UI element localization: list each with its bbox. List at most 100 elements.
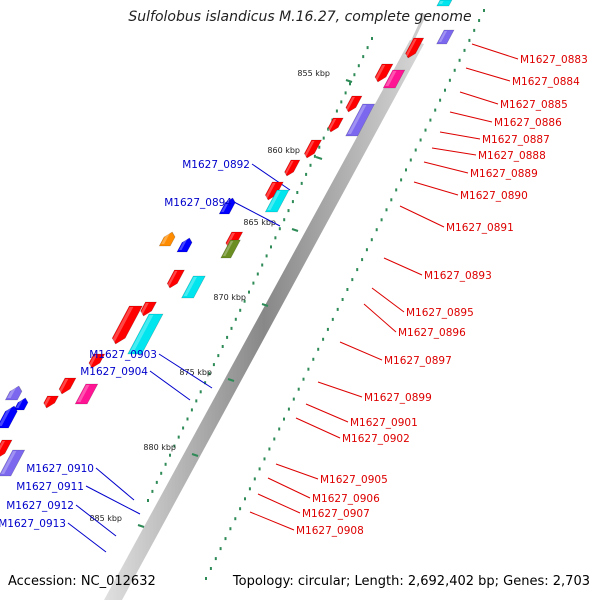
scale-tick-label: 860 kbp bbox=[267, 146, 300, 155]
cog-category-glyph bbox=[345, 103, 376, 137]
gc-dot-left bbox=[278, 227, 281, 231]
gc-dot-right bbox=[429, 118, 432, 122]
genome-title: Sulfolobus islandicus M.16.27, complete … bbox=[128, 9, 472, 25]
reverse-gene-label: M1627_0892 bbox=[182, 159, 250, 171]
gc-dot-right bbox=[385, 208, 388, 212]
forward-gene-glyph bbox=[88, 353, 106, 369]
reverse-gene-glyph bbox=[4, 385, 23, 401]
genome-backbone-top bbox=[410, 13, 427, 43]
gc-dot-right bbox=[448, 78, 451, 82]
reverse-label-leader bbox=[251, 163, 291, 191]
gc-dot-left bbox=[366, 46, 369, 50]
gc-dot-right bbox=[322, 337, 325, 341]
gc-dot-right bbox=[356, 268, 359, 272]
reverse-gene-glyph bbox=[0, 405, 18, 429]
gc-dot-left bbox=[335, 109, 338, 113]
forward-gene-glyph bbox=[374, 63, 394, 83]
scale-tick-mark bbox=[191, 453, 199, 457]
gc-dot-left bbox=[151, 489, 154, 493]
gc-dot-left bbox=[230, 326, 233, 330]
gc-dot-left bbox=[243, 299, 246, 303]
gc-dot-right bbox=[405, 168, 407, 172]
gc-dot-right bbox=[253, 477, 256, 481]
gc-dot-left bbox=[147, 499, 149, 502]
forward-label-leader bbox=[257, 493, 301, 514]
gc-dot-right bbox=[331, 317, 334, 321]
gc-dot-right bbox=[244, 497, 246, 501]
gc-dot-left bbox=[371, 37, 373, 40]
gc-dot-left bbox=[164, 462, 167, 466]
scale-tick-label: 880 kbp bbox=[143, 443, 176, 452]
gc-dot-right bbox=[292, 397, 295, 401]
forward-label-leader bbox=[317, 381, 363, 398]
gc-dot-right bbox=[273, 437, 276, 441]
scale-tick-mark bbox=[261, 303, 269, 307]
gc-dot-left bbox=[239, 308, 242, 312]
gc-dot-right bbox=[409, 158, 412, 162]
gc-dot-right bbox=[375, 228, 378, 232]
gc-dot-right bbox=[278, 427, 281, 431]
forward-label-leader bbox=[371, 287, 405, 313]
gc-dot-right bbox=[400, 178, 403, 182]
gc-dot-right bbox=[414, 148, 417, 152]
forward-gene-glyph bbox=[327, 117, 344, 133]
gc-dot-left bbox=[291, 200, 294, 204]
forward-label-leader bbox=[399, 205, 445, 228]
forward-gene-label: M1627_0885 bbox=[500, 99, 568, 111]
gc-dot-left bbox=[173, 444, 176, 448]
gc-dot-left bbox=[256, 272, 259, 276]
forward-gene-label: M1627_0908 bbox=[296, 525, 364, 537]
forward-gene-glyph bbox=[284, 159, 301, 177]
gc-dot-left bbox=[270, 245, 272, 249]
forward-gene-label: M1627_0901 bbox=[350, 417, 418, 429]
forward-gene-glyph bbox=[58, 377, 77, 395]
gc-dot-right bbox=[346, 288, 349, 291]
scale-tick-mark bbox=[345, 79, 353, 83]
gc-dot-right bbox=[268, 447, 271, 451]
gc-dot-left bbox=[349, 82, 351, 86]
accession-text: Accession: NC_012632 bbox=[8, 574, 156, 589]
forward-gene-label: M1627_0897 bbox=[384, 355, 452, 367]
forward-gene-label: M1627_0884 bbox=[512, 76, 580, 88]
forward-label-leader bbox=[339, 341, 383, 361]
gc-dot-left bbox=[353, 73, 356, 77]
gc-dot-left bbox=[309, 163, 312, 167]
forward-gene-glyph bbox=[405, 37, 425, 59]
forward-gene-label: M1627_0906 bbox=[312, 493, 380, 505]
forward-label-leader bbox=[439, 131, 481, 140]
gc-dot-right bbox=[444, 88, 446, 92]
gc-dot-right bbox=[312, 357, 315, 361]
gc-dot-left bbox=[221, 345, 224, 348]
gc-dot-right bbox=[336, 307, 339, 311]
gc-dot-left bbox=[313, 154, 316, 158]
gc-dot-left bbox=[340, 100, 343, 104]
gc-dot-right bbox=[287, 407, 290, 411]
gc-dot-right bbox=[390, 198, 393, 202]
gc-dot-right bbox=[229, 527, 232, 531]
scale-tick-mark bbox=[291, 228, 299, 232]
forward-gene-label: M1627_0888 bbox=[478, 150, 546, 162]
reverse-gene-label: M1627_0904 bbox=[80, 366, 148, 378]
forward-label-leader bbox=[305, 403, 349, 423]
reverse-gene-label: M1627_0911 bbox=[16, 481, 84, 493]
reverse-gene-label: M1627_0912 bbox=[6, 500, 74, 512]
forward-label-leader bbox=[431, 147, 477, 156]
gc-dot-left bbox=[226, 335, 229, 339]
forward-gene-label: M1627_0893 bbox=[424, 270, 492, 282]
forward-label-leader bbox=[295, 417, 341, 439]
forward-label-leader bbox=[249, 511, 295, 531]
forward-label-leader bbox=[267, 477, 311, 499]
scale-tick-label: 865 kbp bbox=[243, 218, 276, 227]
forward-label-leader bbox=[275, 463, 319, 480]
forward-label-leader bbox=[363, 303, 397, 333]
gc-dot-left bbox=[274, 236, 277, 240]
gc-dot-left bbox=[160, 471, 163, 475]
genome-backbone bbox=[104, 40, 424, 600]
forward-gene-label: M1627_0902 bbox=[342, 433, 410, 445]
gc-dot-right bbox=[473, 28, 476, 32]
gc-dot-right bbox=[439, 98, 442, 102]
cog-category-glyph bbox=[181, 275, 206, 299]
gc-dot-left bbox=[322, 136, 325, 140]
forward-label-leader bbox=[465, 67, 511, 82]
